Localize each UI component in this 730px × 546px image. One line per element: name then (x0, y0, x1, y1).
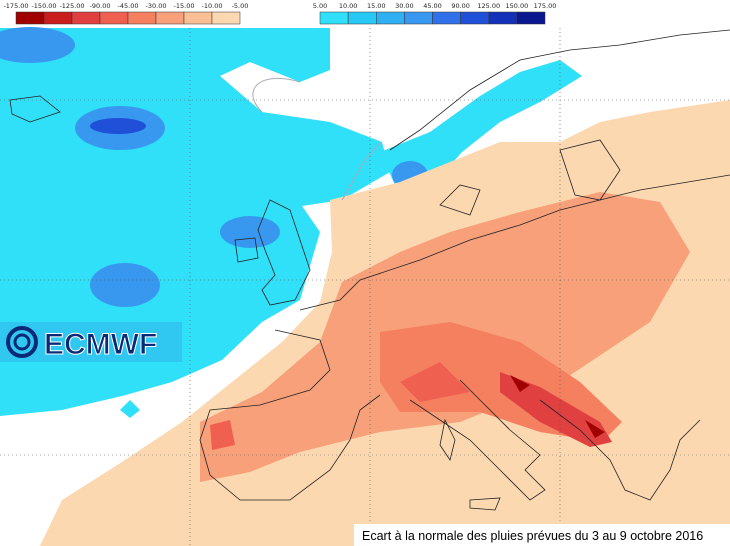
coastline (257, 199, 311, 306)
legend-swatch (404, 11, 433, 25)
legend-swatch (15, 11, 45, 25)
caption-background (354, 524, 730, 546)
legend-label: 5.00 (313, 2, 327, 10)
legend-swatch (43, 11, 73, 25)
legend-label: 150.00 (506, 2, 529, 10)
wet-core (90, 118, 146, 134)
legend-swatch (127, 11, 157, 25)
dry-core (510, 375, 605, 438)
legend-label: -15.00 (174, 2, 195, 10)
legend-label: 45.00 (423, 2, 442, 10)
coastline (234, 237, 259, 263)
coastline (299, 174, 730, 311)
coastline (409, 379, 546, 501)
legend-swatch (211, 11, 241, 25)
coastline (9, 95, 61, 123)
legend-swatch (516, 11, 546, 25)
logo-symbol (6, 326, 38, 358)
legend-swatch (319, 11, 349, 25)
legend-swatch (183, 11, 213, 25)
logo: ECMWF (0, 322, 182, 362)
legend-label: -5.00 (232, 2, 249, 10)
legend-label: 15.00 (367, 2, 386, 10)
caption: Ecart à la normale des pluies prévues du… (362, 529, 703, 543)
legend-swatch (99, 11, 129, 25)
legend-label: 175.00 (534, 2, 557, 10)
coastline (389, 29, 730, 151)
legend-positive: 5.00 10.00 15.00 30.00 45.00 90.00 125.00 150.0… (313, 2, 557, 25)
anomaly-fields (0, 27, 730, 546)
legend-swatch (432, 11, 461, 25)
legend-label: -90.00 (90, 2, 111, 10)
wet-core (0, 27, 75, 63)
graticule (0, 28, 730, 546)
coastline (439, 418, 501, 511)
legend-swatch (376, 11, 405, 25)
legend-label: -150.00 (31, 2, 56, 10)
dry-core (500, 372, 612, 447)
legend-swatch (488, 11, 518, 25)
logo-symbol (13, 333, 31, 351)
contour (252, 77, 383, 201)
legend-swatch (155, 11, 185, 25)
legend-label: -10.00 (202, 2, 223, 10)
wet-core (90, 263, 160, 307)
dry-core (400, 362, 470, 402)
coastline (539, 399, 701, 501)
legend-label: 30.00 (395, 2, 414, 10)
legend-swatch (460, 11, 489, 25)
coastline (439, 184, 481, 216)
legend-label: -125.00 (59, 2, 84, 10)
wet-core (220, 216, 280, 248)
coastline (199, 329, 381, 501)
legend-label: -45.00 (118, 2, 139, 10)
legend-swatch (71, 11, 101, 25)
coastlines (9, 29, 730, 511)
legend-negative: -175.00 -150.00 -125.00 -90.00 -45.00 -30.00-… (3, 2, 249, 25)
legend-label: 125.00 (477, 2, 500, 10)
logo-text: ECMWF (44, 328, 157, 361)
legend-label: -175.00 (3, 2, 28, 10)
coastline (559, 139, 621, 201)
legend-swatch (347, 11, 377, 25)
dry-core (210, 420, 235, 450)
legend-label: 10.00 (339, 2, 358, 10)
wet-area (380, 60, 582, 196)
legend-label: 90.00 (451, 2, 470, 10)
legend-label: -30.00 (146, 2, 167, 10)
